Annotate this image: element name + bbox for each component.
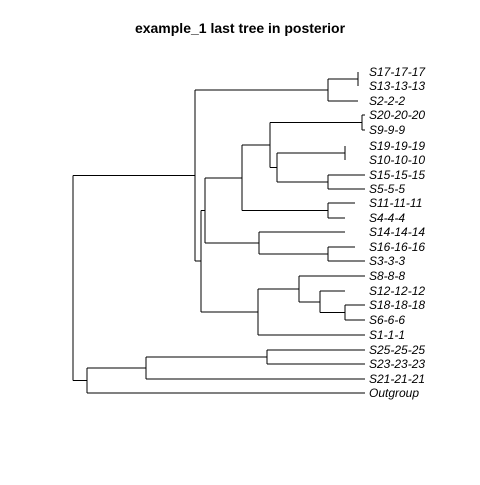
- tip-label: S19-19-19: [369, 139, 425, 153]
- tip-label: S6-6-6: [369, 313, 405, 327]
- tip-label: S25-25-25: [369, 343, 425, 357]
- tip-label: S23-23-23: [369, 357, 425, 371]
- tip-label: S17-17-17: [369, 65, 426, 79]
- tip-label: S14-14-14: [369, 225, 425, 239]
- tip-label: S10-10-10: [369, 153, 425, 167]
- plot-title: example_1 last tree in posterior: [134, 20, 346, 36]
- tip-label: S1-1-1: [369, 328, 405, 342]
- tip-label: S13-13-13: [369, 79, 425, 93]
- tip-label: S15-15-15: [369, 168, 425, 182]
- tip-label: S18-18-18: [369, 298, 425, 312]
- tip-label: S21-21-21: [369, 372, 425, 386]
- tip-label: Outgroup: [369, 386, 419, 400]
- tree-branches: [72, 72, 365, 394]
- tip-label: S2-2-2: [369, 94, 405, 108]
- tip-label: S20-20-20: [369, 108, 425, 122]
- tip-label: S8-8-8: [369, 269, 405, 283]
- tip-label: S4-4-4: [369, 211, 405, 225]
- tip-label: S5-5-5: [369, 182, 405, 196]
- tip-label: S16-16-16: [369, 240, 425, 254]
- tip-label: S3-3-3: [369, 254, 405, 268]
- tip-label: S11-11-11: [369, 196, 422, 210]
- tip-label: S9-9-9: [369, 123, 405, 137]
- tip-label: S12-12-12: [369, 284, 425, 298]
